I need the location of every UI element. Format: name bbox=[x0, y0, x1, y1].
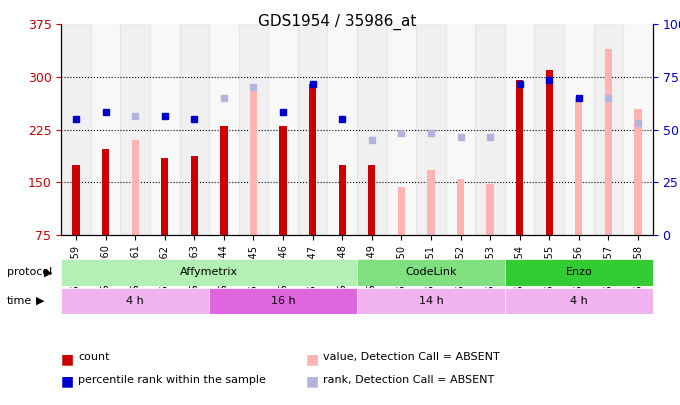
Text: 14 h: 14 h bbox=[419, 296, 443, 306]
Bar bbox=[279, 126, 287, 235]
Text: CodeLink: CodeLink bbox=[405, 267, 457, 277]
Bar bbox=[427, 170, 435, 235]
Text: value, Detection Call = ABSENT: value, Detection Call = ABSENT bbox=[323, 352, 500, 362]
Bar bbox=[634, 109, 642, 235]
Bar bbox=[446, 24, 475, 235]
Bar bbox=[516, 81, 524, 235]
Text: Affymetrix: Affymetrix bbox=[180, 267, 238, 277]
Bar bbox=[91, 24, 120, 235]
Text: ▶: ▶ bbox=[44, 267, 53, 277]
Bar bbox=[386, 24, 416, 235]
Bar bbox=[190, 156, 198, 235]
Bar bbox=[475, 24, 505, 235]
Text: GDS1954 / 35986_at: GDS1954 / 35986_at bbox=[258, 14, 417, 30]
Bar bbox=[131, 140, 139, 235]
FancyBboxPatch shape bbox=[61, 288, 209, 314]
Bar bbox=[150, 24, 180, 235]
Bar bbox=[250, 84, 257, 235]
FancyBboxPatch shape bbox=[357, 288, 505, 314]
Text: 4 h: 4 h bbox=[570, 296, 588, 306]
Text: ■: ■ bbox=[61, 375, 74, 389]
Text: time: time bbox=[7, 296, 32, 306]
Bar bbox=[564, 24, 594, 235]
Bar bbox=[61, 24, 91, 235]
FancyBboxPatch shape bbox=[505, 259, 653, 286]
FancyBboxPatch shape bbox=[505, 288, 653, 314]
Text: rank, Detection Call = ABSENT: rank, Detection Call = ABSENT bbox=[323, 375, 494, 385]
Bar bbox=[72, 165, 80, 235]
Text: ■: ■ bbox=[306, 375, 319, 389]
Text: 16 h: 16 h bbox=[271, 296, 295, 306]
FancyBboxPatch shape bbox=[209, 288, 357, 314]
Text: protocol: protocol bbox=[7, 267, 52, 277]
Text: 4 h: 4 h bbox=[126, 296, 144, 306]
Bar bbox=[505, 24, 534, 235]
Bar bbox=[486, 183, 494, 235]
Text: percentile rank within the sample: percentile rank within the sample bbox=[78, 375, 266, 385]
FancyBboxPatch shape bbox=[357, 259, 505, 286]
Bar bbox=[209, 24, 239, 235]
Bar bbox=[268, 24, 298, 235]
Bar bbox=[102, 149, 109, 235]
Bar bbox=[398, 187, 405, 235]
Bar bbox=[594, 24, 623, 235]
Bar bbox=[416, 24, 446, 235]
Bar bbox=[575, 98, 583, 235]
Bar bbox=[161, 158, 169, 235]
Bar bbox=[239, 24, 268, 235]
Bar bbox=[357, 24, 386, 235]
Bar bbox=[120, 24, 150, 235]
Bar bbox=[298, 24, 327, 235]
Bar bbox=[327, 24, 357, 235]
Bar bbox=[368, 165, 375, 235]
Bar bbox=[534, 24, 564, 235]
Bar bbox=[545, 70, 553, 235]
Bar bbox=[623, 24, 653, 235]
Text: ■: ■ bbox=[306, 352, 319, 367]
Bar bbox=[309, 84, 316, 235]
Bar bbox=[605, 49, 612, 235]
Bar bbox=[220, 126, 228, 235]
Bar bbox=[457, 179, 464, 235]
Text: ■: ■ bbox=[61, 352, 74, 367]
Bar bbox=[180, 24, 209, 235]
Text: Enzo: Enzo bbox=[566, 267, 592, 277]
FancyBboxPatch shape bbox=[61, 259, 357, 286]
Text: ▶: ▶ bbox=[36, 296, 45, 306]
Bar bbox=[339, 165, 346, 235]
Text: count: count bbox=[78, 352, 109, 362]
